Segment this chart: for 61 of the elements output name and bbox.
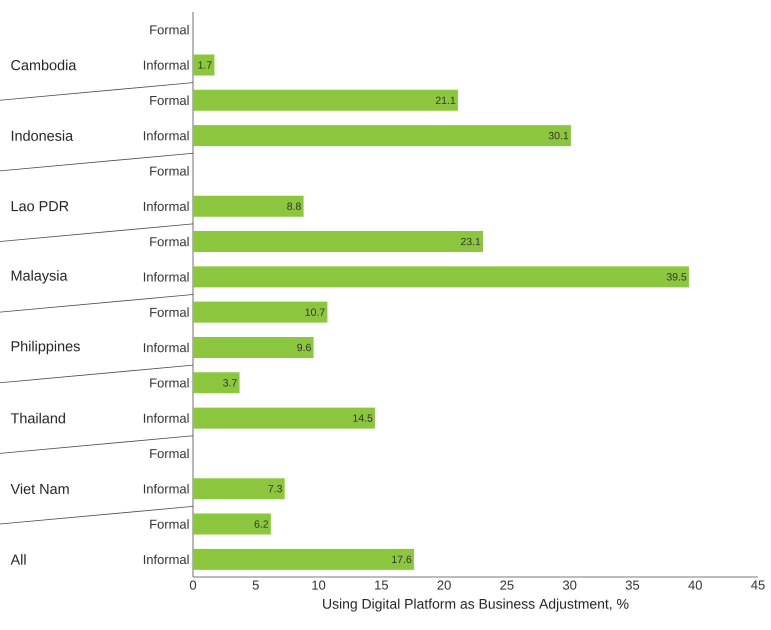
y-tick-label: Informal — [144, 60, 189, 70]
text: Thailand — [10, 412, 65, 424]
bar — [193, 196, 304, 217]
text: Viet Nam — [10, 483, 69, 494]
data-label: 1.7 — [198, 61, 212, 69]
data-label: 3.7 — [223, 379, 237, 386]
bar — [193, 336, 314, 358]
data-label: 17.6 — [392, 556, 412, 564]
y-tick-label: Formal — [150, 96, 189, 106]
x-tick-label: 20 — [438, 580, 451, 590]
x-tick-label: 25 — [500, 580, 514, 590]
y-tick-label: Informal — [144, 130, 189, 140]
y-tick-label: Formal — [150, 236, 189, 246]
bar — [193, 478, 285, 500]
x-tick-label: 0 — [190, 580, 196, 590]
bar — [193, 372, 240, 394]
x-tick-label: 35 — [626, 580, 640, 590]
x-tick-label: 40 — [688, 580, 702, 590]
bar — [193, 266, 689, 288]
data-label: 14.5 — [353, 414, 372, 422]
x-tick-label: 10 — [312, 580, 326, 590]
y-tick-label: Formal — [150, 448, 189, 458]
y-tick-label: Formal — [150, 307, 189, 317]
y-tick-label: Informal — [144, 342, 189, 352]
bar — [193, 514, 271, 535]
data-label: 10.7 — [306, 308, 325, 316]
data-label: 8.8 — [287, 202, 301, 210]
text: Malaysia — [12, 270, 68, 284]
bar — [193, 408, 376, 429]
y-tick-label: Informal — [144, 272, 189, 282]
data-label: 6.2 — [254, 520, 268, 528]
text: Lao PDR — [12, 201, 68, 212]
x-axis-title: Using Digital Platform as Business Adjustment, % — [323, 598, 628, 612]
data-label: 30.1 — [548, 132, 568, 140]
text: Philippines — [12, 340, 80, 354]
y-tick-label: Formal — [150, 519, 189, 529]
y-tick-label: Informal — [144, 484, 189, 494]
y-tick-label: Formal — [150, 378, 189, 388]
x-tick-label: 15 — [375, 580, 388, 590]
x-tick-label: 30 — [562, 580, 576, 590]
bar — [193, 302, 328, 323]
y-tick-label: Formal — [150, 24, 189, 34]
data-label: 21.1 — [436, 96, 456, 104]
y-tick-label: Formal — [150, 166, 189, 176]
bar — [193, 231, 484, 252]
y-tick-label: Informal — [144, 201, 189, 211]
text: All — [10, 554, 26, 565]
y-tick-label: Informal — [144, 413, 189, 423]
bar — [193, 125, 571, 146]
data-label: 7.3 — [268, 485, 282, 492]
bar — [193, 54, 214, 76]
data-label: 9.6 — [297, 344, 311, 352]
data-label: 23.1 — [461, 238, 480, 246]
bar — [193, 90, 458, 111]
text: Indonesia — [12, 130, 74, 141]
x-tick-label: 45 — [751, 580, 765, 590]
x-tick-label: 5 — [252, 580, 259, 590]
data-label: 39.5 — [666, 273, 686, 281]
y-tick-label: Informal — [144, 554, 189, 564]
text: Cambodia — [11, 60, 76, 70]
bar — [193, 548, 414, 570]
